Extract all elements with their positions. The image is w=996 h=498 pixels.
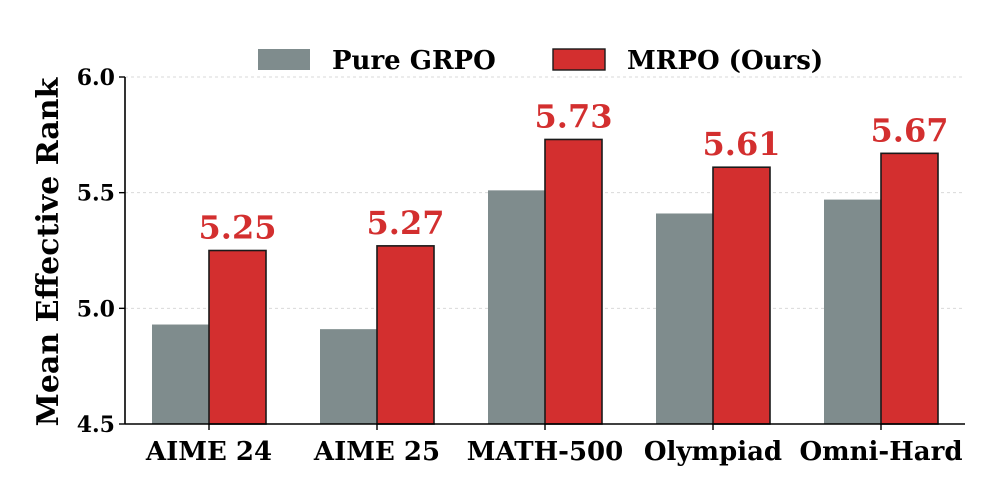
bar-pure-grpo [152, 324, 209, 424]
y-tick-label: 6.0 [77, 65, 115, 91]
x-tick-label: Olympiad [644, 437, 782, 467]
data-labels: 5.25 5.27 5.73 5.61 5.67 [199, 97, 949, 246]
legend: Pure GRPO MRPO (Ours) [258, 46, 823, 76]
data-label: 5.67 [871, 111, 949, 149]
bar-mrpo [376, 245, 435, 425]
y-axis-ticks: 4.5 5.0 5.5 6.0 [77, 65, 125, 438]
legend-label-mrpo: MRPO (Ours) [627, 46, 823, 76]
bar-mrpo [544, 138, 603, 425]
bar-pure-grpo [824, 199, 881, 424]
bar-pure-grpo [320, 329, 377, 424]
x-tick-label: AIME 24 [145, 437, 272, 467]
bar-mrpo [712, 166, 771, 425]
x-tick-label: AIME 25 [313, 437, 440, 467]
x-tick-label: Omni-Hard [799, 437, 962, 467]
y-tick-label: 5.5 [77, 181, 115, 207]
legend-swatch-pure-grpo [258, 49, 310, 70]
y-axis-title: Mean Effective Rank [31, 76, 66, 426]
bar-mrpo [208, 249, 267, 425]
x-axis-ticks: AIME 24 AIME 25 MATH-500 Olympiad Omni-Hard [145, 424, 963, 467]
bar-pure-grpo [656, 213, 713, 424]
data-label: 5.61 [703, 125, 781, 163]
bar-pure-grpo [488, 190, 545, 424]
bar-mrpo [880, 152, 939, 425]
data-label: 5.73 [535, 97, 613, 135]
bars [152, 138, 939, 425]
legend-swatch-mrpo [552, 48, 606, 71]
y-tick-label: 4.5 [77, 412, 115, 438]
legend-label-pure-grpo: Pure GRPO [332, 46, 496, 76]
data-label: 5.27 [367, 204, 445, 242]
x-tick-label: MATH-500 [467, 437, 624, 467]
data-label: 5.25 [199, 209, 277, 247]
y-tick-label: 5.0 [77, 296, 115, 322]
